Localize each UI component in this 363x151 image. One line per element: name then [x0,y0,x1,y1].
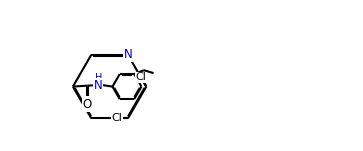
Text: Cl: Cl [135,72,146,82]
Text: H: H [94,73,102,83]
Text: Cl: Cl [112,113,123,123]
Text: N: N [123,48,132,61]
Text: N: N [94,79,103,92]
Text: O: O [83,98,92,111]
